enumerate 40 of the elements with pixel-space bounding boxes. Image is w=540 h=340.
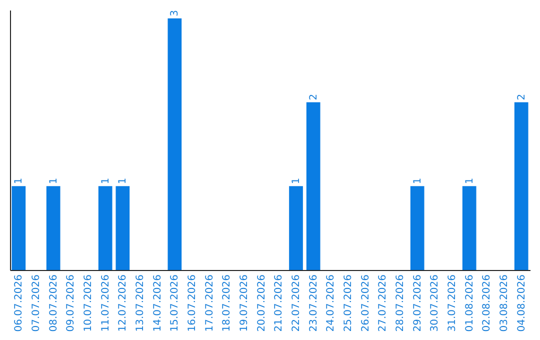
x-tick-label: 25.07.2026 — [343, 274, 354, 332]
data-label: 1 — [412, 178, 424, 184]
x-tick-label: 15.07.2026 — [170, 274, 181, 332]
data-label: 2 — [308, 94, 320, 100]
data-label: 1 — [291, 178, 302, 184]
x-tick-label: 08.07.2026 — [48, 274, 60, 332]
data-label: 2 — [516, 94, 528, 100]
x-tick-label: 26.07.2026 — [360, 274, 372, 332]
x-tick-label: 14.07.2026 — [152, 274, 164, 332]
x-tick-label: 17.07.2026 — [204, 274, 216, 332]
x-tick-label: 24.07.2026 — [326, 274, 337, 332]
x-tick-label: 22.07.2026 — [291, 274, 302, 332]
x-tick-label: 16.07.2026 — [187, 274, 198, 332]
x-tick-label: 10.07.2026 — [83, 274, 94, 332]
data-label: 1 — [464, 178, 476, 184]
data-label: 1 — [48, 178, 60, 184]
x-tick-label: 20.07.2026 — [256, 274, 268, 332]
x-tick-label: 04.08.2026 — [516, 274, 528, 332]
x-tick-label: 28.07.2026 — [395, 274, 406, 332]
x-tick-label: 19.07.2026 — [239, 274, 250, 332]
data-label: 1 — [118, 178, 129, 184]
x-tick-label: 30.07.2026 — [430, 274, 441, 332]
x-tick-label: 29.07.2026 — [412, 274, 424, 332]
x-tick-label: 21.07.2026 — [274, 274, 285, 332]
x-tick-label: 03.08.2026 — [499, 274, 510, 332]
data-label: 1 — [100, 178, 112, 184]
data-label: 3 — [170, 10, 181, 16]
x-tick-label: 31.07.2026 — [447, 274, 458, 332]
x-tick-label: 18.07.2026 — [222, 274, 233, 332]
x-tick-label: 09.07.2026 — [66, 274, 77, 332]
x-tick-label: 02.08.2026 — [482, 274, 493, 332]
x-tick-label: 13.07.2026 — [135, 274, 146, 332]
x-tick-label: 01.08.2026 — [464, 274, 476, 332]
x-tick-label: 27.07.2026 — [378, 274, 389, 332]
x-tick-label: 07.07.2026 — [31, 274, 42, 332]
data-label: 1 — [14, 178, 25, 184]
x-tick-label: 12.07.2026 — [118, 274, 129, 332]
x-tick-label: 23.07.2026 — [308, 274, 320, 332]
x-tick-label: 06.07.2026 — [14, 274, 25, 332]
x-tick-label: 11.07.2026 — [100, 274, 112, 332]
